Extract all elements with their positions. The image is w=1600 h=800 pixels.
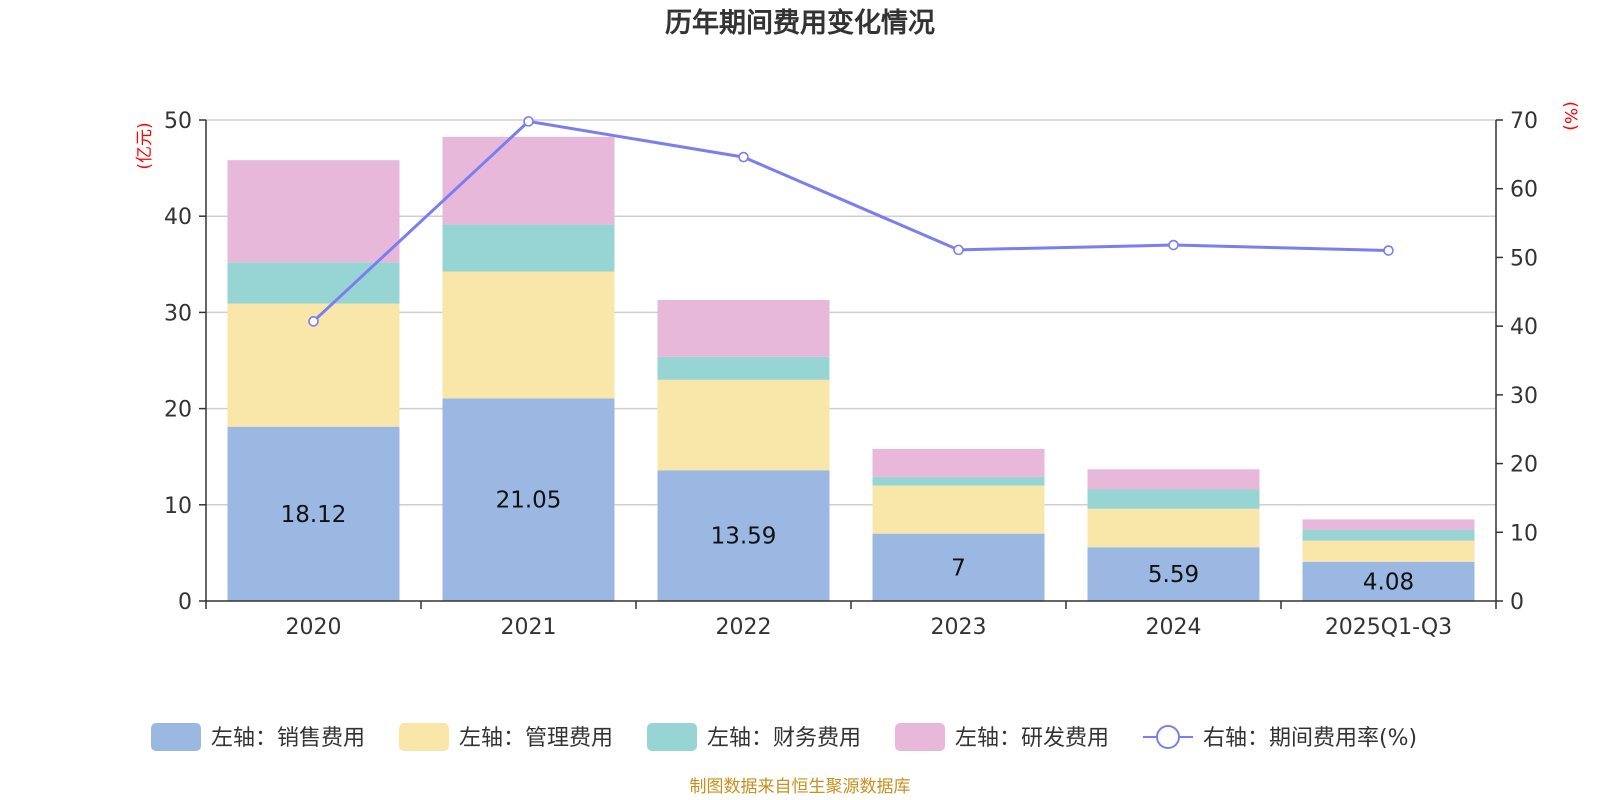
- bar-segment: [442, 398, 615, 601]
- bar-segment: [657, 470, 830, 601]
- bar-segment: [1087, 547, 1260, 601]
- bar-segment: [1302, 519, 1475, 531]
- right-axis-unit: (%): [1560, 101, 1580, 130]
- legend-label: 右轴：期间费用率(%): [1203, 726, 1417, 751]
- data-labels: 18.12 21.05 13.59 7 5.59 4.08: [281, 488, 1415, 596]
- right-tick-label: 70: [1510, 109, 1538, 134]
- bar-segment: [657, 356, 830, 380]
- bar-segment: [657, 379, 830, 471]
- bar-value-label: 13.59: [711, 524, 777, 550]
- legend-swatch: [647, 723, 697, 751]
- left-tick-label: 0: [178, 590, 192, 615]
- rate-point: [738, 151, 749, 163]
- legend-point-swatch: [1156, 725, 1180, 749]
- left-tick-label: 40: [164, 205, 192, 230]
- bar-segment: [1087, 489, 1260, 509]
- x-tick-label: 2020: [286, 615, 342, 640]
- legend-label: 左轴：财务费用: [707, 726, 861, 751]
- rate-point: [1168, 239, 1179, 251]
- right-tick-label: 0: [1510, 590, 1524, 615]
- bar-segment: [872, 449, 1045, 477]
- bar-segment: [442, 224, 615, 272]
- x-tick-label: 2025Q1-Q3: [1325, 615, 1452, 640]
- bar-value-label: 21.05: [496, 488, 562, 514]
- bar-series: [227, 136, 1475, 601]
- right-tick-label: 40: [1510, 315, 1538, 340]
- bar-segment: [872, 533, 1045, 601]
- x-tick-label: 2023: [931, 615, 987, 640]
- x-tick-label: 2021: [501, 615, 557, 640]
- rate-point: [1383, 245, 1394, 256]
- bar-segment: [442, 136, 615, 225]
- rate-point: [523, 116, 534, 127]
- bar-segment: [1087, 508, 1260, 548]
- axes: 0 10 20 30 40 50 0 10 20 30 40 50 60 70 2020 2021 2022 20…: [164, 109, 1538, 640]
- source-note: 制图数据来自恒生聚源数据库: [690, 777, 911, 797]
- legend-swatch: [895, 723, 945, 751]
- bar-segment: [227, 262, 400, 304]
- legend-label: 左轴：销售费用: [211, 726, 365, 751]
- bar-segment: [872, 476, 1045, 486]
- bar-value-label: 4.08: [1363, 569, 1414, 595]
- bar-segment: [872, 485, 1045, 534]
- bar-segment: [442, 271, 615, 399]
- bar-segment: [1302, 540, 1475, 562]
- legend-swatch: [151, 723, 201, 751]
- rate-point: [308, 316, 319, 327]
- rate-line: [312, 119, 1389, 323]
- left-tick-label: 30: [164, 301, 192, 326]
- legend: 左轴：销售费用 左轴：管理费用 左轴：财务费用 左轴：研发费用 右轴：期间费用率(%): [151, 723, 1417, 751]
- legend-swatch: [399, 723, 449, 751]
- bar-value-label: 5.59: [1148, 562, 1199, 588]
- bar-segment: [1087, 469, 1260, 490]
- legend-label: 左轴：研发费用: [955, 726, 1109, 751]
- right-tick-label: 10: [1510, 521, 1538, 546]
- rate-line-series: [308, 116, 1394, 327]
- x-tick-label: 2024: [1146, 615, 1202, 640]
- bar-segment: [657, 299, 830, 357]
- bar-segment: [227, 160, 400, 263]
- right-tick-label: 60: [1510, 178, 1538, 203]
- right-tick-label: 50: [1510, 246, 1538, 271]
- chart-title: 历年期间费用变化情况: [665, 7, 935, 39]
- x-tick-label: 2022: [716, 615, 772, 640]
- left-tick-label: 10: [164, 494, 192, 519]
- right-tick-label: 30: [1510, 384, 1538, 409]
- bar-segment: [1302, 561, 1475, 601]
- bar-segment: [227, 426, 400, 601]
- bar-value-label: 7: [951, 555, 966, 581]
- legend-label: 左轴：管理费用: [459, 726, 613, 751]
- rate-point: [953, 244, 964, 256]
- left-tick-label: 50: [164, 109, 192, 134]
- left-tick-label: 20: [164, 398, 192, 423]
- left-axis-unit: (亿元): [135, 122, 155, 169]
- bar-segment: [1302, 530, 1475, 541]
- bar-value-label: 18.12: [281, 502, 347, 528]
- right-tick-label: 20: [1510, 453, 1538, 478]
- grid-lines: [206, 119, 1496, 506]
